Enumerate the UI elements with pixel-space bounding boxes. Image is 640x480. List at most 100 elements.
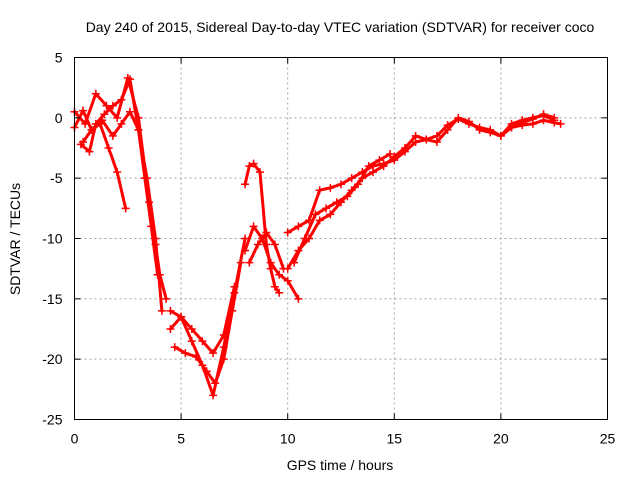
x-tick-label: 0 [71,431,79,447]
data-point [79,106,88,115]
data-point [326,210,335,219]
series-track-4 [76,75,162,279]
data-point [283,228,292,237]
y-tick-label: 5 [55,50,63,66]
series-track-13 [290,150,395,267]
series-line [286,113,556,271]
data-point [121,204,130,213]
data-point [170,343,179,352]
data-point [275,288,284,297]
data-point [486,125,495,134]
data-point [337,180,345,189]
data-point [166,325,175,333]
data-point [187,325,196,333]
data-point [209,349,218,358]
data-point [187,337,196,346]
data-point [125,75,134,84]
series-track-7 [166,282,239,358]
data-point [209,391,218,400]
data-point [134,125,143,134]
series-track-6 [170,258,245,388]
data-point [443,121,452,130]
y-axis-label: SDTVAR / TECUs [7,183,23,295]
data-point [249,159,258,168]
data-point [76,140,85,149]
series-track-12 [283,110,559,237]
y-tick-label: -15 [42,291,62,307]
data-point [283,264,292,273]
data-point [262,228,271,237]
data-point [219,331,228,340]
x-axis-label: GPS time / hours [287,457,394,473]
data-point [125,107,134,116]
data-point [241,180,250,189]
data-point [386,150,395,159]
data-point [100,110,109,119]
data-point [422,135,431,144]
x-tick-label: 20 [493,431,509,447]
data-point [249,222,258,231]
data-point [550,118,559,127]
data-point [283,276,292,285]
data-point [85,147,94,156]
data-point [556,119,565,128]
data-point [411,137,420,146]
data-point [162,294,171,303]
data-point [290,258,299,267]
data-point [379,159,388,168]
data-point [253,240,262,249]
data-point [266,258,275,267]
y-tick-label: -5 [50,170,63,186]
series-track-10 [245,228,288,273]
series-track-8 [241,159,284,297]
data-point [211,379,220,388]
axis-ticks: 0 5 10 15 20 25 5 0 -5 -10 -15 -20 -25 [42,50,615,447]
data-point [528,119,537,128]
data-point [91,119,100,128]
data-point [177,312,186,321]
data-point [255,168,264,177]
data-point [343,192,352,201]
data-point [230,282,239,291]
series-track-14 [507,116,565,132]
data-point [117,95,126,104]
grid [74,57,608,420]
data-point [294,222,303,231]
data-point [539,116,548,125]
data-point [275,270,284,279]
data-point [245,162,254,171]
series-track-9 [241,222,303,303]
data-point [311,210,320,219]
series-track-11 [283,111,559,273]
x-tick-label: 15 [387,431,403,447]
series-line [292,152,392,265]
data-point [496,131,505,140]
series-line [243,162,281,295]
data-point [454,115,463,124]
data-point [117,119,126,128]
y-tick-label: -10 [42,231,62,247]
data-point [475,123,484,132]
data-point [294,294,303,303]
data-point [157,306,166,315]
data-point [347,174,356,183]
series-layer [70,74,565,400]
data-point [354,180,363,189]
data-point [113,113,122,122]
y-tick-label: 0 [55,110,63,126]
x-tick-label: 10 [280,431,296,447]
data-point [326,183,335,192]
x-tick-label: 5 [177,431,185,447]
data-point [507,123,516,132]
data-point [518,121,527,130]
data-point [91,89,100,98]
data-point [202,367,211,376]
data-point [270,282,279,291]
data-point [241,246,250,255]
data-point [104,144,113,152]
data-point [198,337,207,346]
data-point [153,270,162,279]
chart-title: Day 240 of 2015, Sidereal Day-to-day VTE… [86,19,595,35]
data-point [140,174,149,183]
